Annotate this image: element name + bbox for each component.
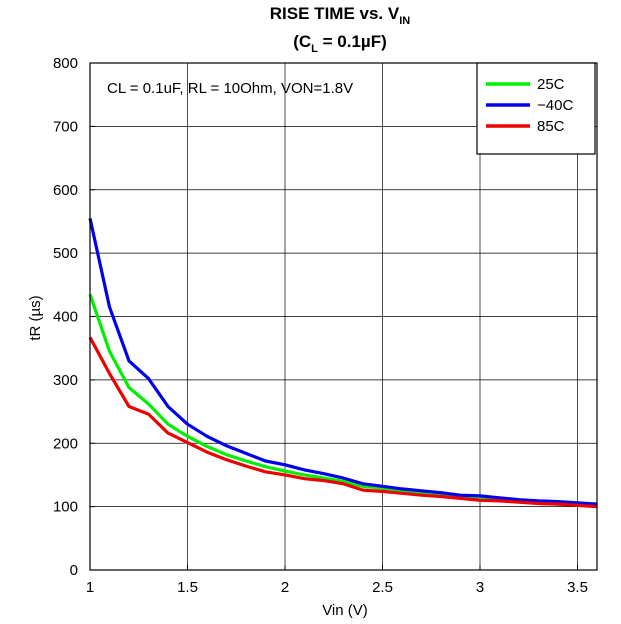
y-tick-label: 800	[53, 55, 78, 72]
series-line-3	[88, 336, 598, 509]
y-tick-label: 300	[53, 372, 78, 389]
x-tick-label: 2.5	[372, 579, 393, 596]
series-line-2	[88, 217, 598, 506]
legend: 25C −40C 85C	[476, 62, 596, 155]
x-tick-label: 1.5	[177, 579, 198, 596]
legend-label: 85C	[537, 118, 565, 135]
y-tick-label: 700	[53, 118, 78, 135]
title-line-2: (CL = 0.1µF)	[293, 32, 387, 55]
title-main: RISE TIME vs. V	[270, 4, 400, 23]
y-axis-ticks: 0 100 200 300 400 500 600 700 800	[53, 55, 95, 579]
chart-title: RISE TIME vs. VIN (CL = 0.1µF)	[270, 4, 410, 55]
x-axis-ticks: 1 1.5 2 2.5 3 3.5	[86, 565, 588, 596]
y-tick-label: 600	[53, 182, 78, 199]
title-line-1: RISE TIME vs. VIN	[270, 4, 410, 27]
series-layer	[88, 217, 598, 509]
title-line-2-pre: (C	[293, 32, 311, 51]
title-line-2-subscript: L	[311, 43, 318, 55]
y-tick-label: 400	[53, 309, 78, 326]
x-tick-label: 1	[86, 579, 94, 596]
x-tick-label: 2	[281, 579, 289, 596]
y-tick-label: 500	[53, 245, 78, 262]
x-axis-label: Vin (V)	[322, 602, 368, 619]
legend-label: 25C	[537, 76, 565, 93]
y-tick-label: 0	[70, 562, 78, 579]
y-tick-label: 200	[53, 435, 78, 452]
legend-box	[476, 62, 596, 155]
conditions-annotation: CL = 0.1uF, RL = 10Ohm, VON=1.8V	[107, 80, 353, 97]
series-line-1	[88, 293, 598, 508]
legend-label: −40C	[537, 97, 573, 114]
y-axis-label: tR (µs)	[27, 295, 44, 340]
x-tick-label: 3	[476, 579, 484, 596]
title-line-2-post: = 0.1µF)	[318, 32, 387, 51]
y-tick-label: 100	[53, 499, 78, 516]
title-subscript: IN	[399, 15, 410, 27]
x-tick-label: 3.5	[567, 579, 588, 596]
